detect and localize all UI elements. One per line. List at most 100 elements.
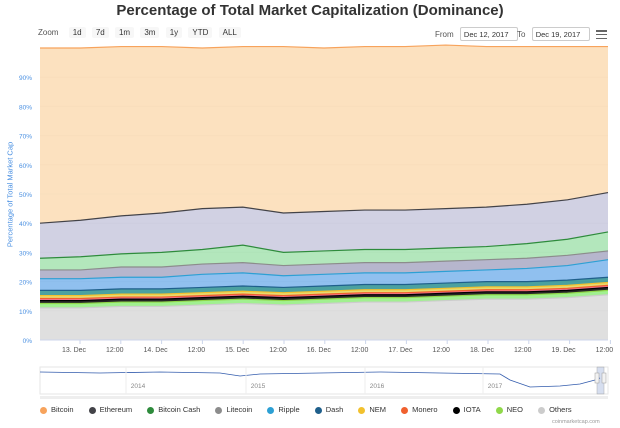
y-tick-label: 10% bbox=[19, 309, 32, 316]
zoom-ytd-button[interactable]: YTD bbox=[188, 27, 213, 38]
legend-label-nem: NEM bbox=[369, 405, 387, 414]
y-tick-label: 50% bbox=[19, 192, 32, 199]
legend-marker-iota bbox=[452, 406, 460, 414]
x-tick-label: 18. Dec bbox=[470, 347, 495, 354]
hamburger-menu-icon[interactable] bbox=[596, 30, 607, 40]
zoom-label: Zoom bbox=[38, 28, 59, 37]
line-bitcoin bbox=[40, 44, 608, 49]
legend-marker-ripple bbox=[267, 406, 275, 414]
to-date-input[interactable] bbox=[531, 27, 590, 41]
area-iota bbox=[40, 287, 608, 304]
y-axis-ticks: 0% 10% 20% 30% 40% 50% 60% 70% 80% 90% bbox=[19, 75, 32, 345]
area-nem bbox=[40, 282, 608, 299]
legend-item-iota[interactable]: IOTA bbox=[452, 405, 481, 414]
legend-label-ripple: Ripple bbox=[278, 405, 300, 414]
legend-marker-dash bbox=[314, 406, 322, 414]
navigator-year-label: 2014 bbox=[131, 383, 146, 390]
credit-link[interactable]: coinmarketcap.com bbox=[552, 419, 600, 425]
y-tick-label: 80% bbox=[19, 104, 32, 111]
from-date-input[interactable] bbox=[459, 27, 518, 41]
zoom-7d-button[interactable]: 7d bbox=[91, 27, 109, 38]
navigator-year-label: 2015 bbox=[251, 383, 266, 390]
legend-item-neo[interactable]: NEO bbox=[495, 405, 523, 414]
line-ripple bbox=[40, 259, 609, 280]
legend-label-monero: Monero bbox=[412, 405, 438, 414]
navigator[interactable]: 2014 2015 2016 2017 bbox=[39, 366, 609, 395]
zoom-toolbar: Zoom 1d 7d 1m 3m 1y YTD ALL bbox=[38, 27, 245, 41]
line-litecoin bbox=[40, 250, 609, 271]
y-tick-label: 20% bbox=[19, 280, 32, 287]
legend-item-litecoin[interactable]: Litecoin bbox=[215, 405, 252, 414]
from-label: From bbox=[435, 29, 454, 39]
zoom-3m-button[interactable]: 3m bbox=[140, 27, 160, 38]
legend-marker-neo bbox=[495, 406, 503, 414]
y-tick-label: 0% bbox=[23, 338, 33, 345]
navigator-year-labels: 2014 2015 2016 2017 bbox=[125, 367, 503, 394]
zoom-1y-button[interactable]: 1y bbox=[165, 27, 183, 38]
legend-marker-litecoin bbox=[215, 406, 223, 414]
from-range: From bbox=[435, 27, 518, 41]
area-ripple bbox=[40, 259, 608, 291]
x-tick-label: 12:00 bbox=[432, 347, 450, 354]
x-tick-label: 12:00 bbox=[514, 347, 532, 354]
series-lines bbox=[39, 44, 609, 309]
legend-item-bitcoin[interactable]: Bitcoin bbox=[40, 405, 74, 414]
legend-marker-nem bbox=[358, 406, 366, 414]
legend-marker-bitcoin-cash bbox=[147, 406, 155, 414]
x-tick-label: 12:00 bbox=[188, 347, 206, 354]
area-litecoin bbox=[40, 250, 608, 279]
x-tick-label: 12:00 bbox=[106, 347, 124, 354]
line-iota bbox=[40, 286, 609, 302]
line-monero bbox=[40, 284, 609, 300]
legend-item-bitcoin-cash[interactable]: Bitcoin Cash bbox=[147, 405, 200, 414]
line-ethereum bbox=[39, 191, 609, 224]
zoom-1m-button[interactable]: 1m bbox=[114, 27, 135, 38]
x-tick-label: 13. Dec bbox=[62, 347, 87, 354]
navigator-right-handle[interactable] bbox=[601, 372, 607, 384]
legend-label-others: Others bbox=[549, 405, 572, 414]
legend-label-dash: Dash bbox=[325, 405, 344, 414]
legend-item-nem[interactable]: NEM bbox=[358, 405, 386, 414]
chart-legend: Bitcoin Ethereum Bitcoin Cash Litecoin R… bbox=[40, 405, 585, 414]
area-bitcoin bbox=[40, 45, 608, 224]
legend-marker-monero bbox=[401, 406, 409, 414]
y-tick-label: 30% bbox=[19, 250, 32, 257]
line-dash bbox=[40, 276, 609, 291]
navigator-frame bbox=[39, 366, 609, 395]
zoom-1d-button[interactable]: 1d bbox=[68, 27, 86, 38]
navigator-left-handle[interactable] bbox=[594, 372, 600, 384]
area-ethereum bbox=[40, 192, 608, 259]
x-axis-ticks: 13. Dec 12:00 14. Dec 12:00 15. Dec 12:00 16. … bbox=[40, 339, 614, 354]
x-tick-label: 19. Dec bbox=[552, 347, 577, 354]
legend-item-others[interactable]: Others bbox=[538, 405, 572, 414]
to-range: To bbox=[517, 27, 590, 41]
legend-item-ripple[interactable]: Ripple bbox=[267, 405, 300, 414]
x-tick-label: 17. Dec bbox=[388, 347, 413, 354]
x-tick-label: 16. Dec bbox=[307, 347, 332, 354]
legend-label-ethereum: Ethereum bbox=[99, 405, 133, 414]
legend-item-monero[interactable]: Monero bbox=[401, 405, 438, 414]
legend-item-dash[interactable]: Dash bbox=[314, 405, 344, 414]
navigator-series-line bbox=[39, 371, 601, 388]
line-neo bbox=[40, 289, 609, 305]
x-tick-label: 15. Dec bbox=[225, 347, 250, 354]
chart-title: Percentage of Total Market Capitalizatio… bbox=[116, 2, 504, 19]
x-tick-label: 12:00 bbox=[351, 347, 369, 354]
legend-label-litecoin: Litecoin bbox=[226, 405, 253, 414]
legend-item-ethereum[interactable]: Ethereum bbox=[88, 405, 133, 414]
y-tick-label: 60% bbox=[19, 163, 32, 170]
legend-label-iota: IOTA bbox=[463, 405, 481, 414]
line-bitcoin-cash bbox=[39, 231, 609, 259]
navigator-scrollbar[interactable] bbox=[40, 396, 608, 399]
x-tick-label: 14. Dec bbox=[144, 347, 169, 354]
zoom-all-button[interactable]: ALL bbox=[218, 27, 241, 38]
legend-label-neo: NEO bbox=[506, 405, 523, 414]
line-others bbox=[40, 294, 609, 309]
legend-marker-bitcoin bbox=[40, 406, 47, 414]
x-tick-label: 12:00 bbox=[596, 347, 614, 354]
y-tick-label: 90% bbox=[19, 75, 32, 82]
y-tick-label: 40% bbox=[19, 221, 32, 228]
legend-marker-others bbox=[538, 406, 546, 414]
y-tick-label: 70% bbox=[19, 134, 32, 141]
